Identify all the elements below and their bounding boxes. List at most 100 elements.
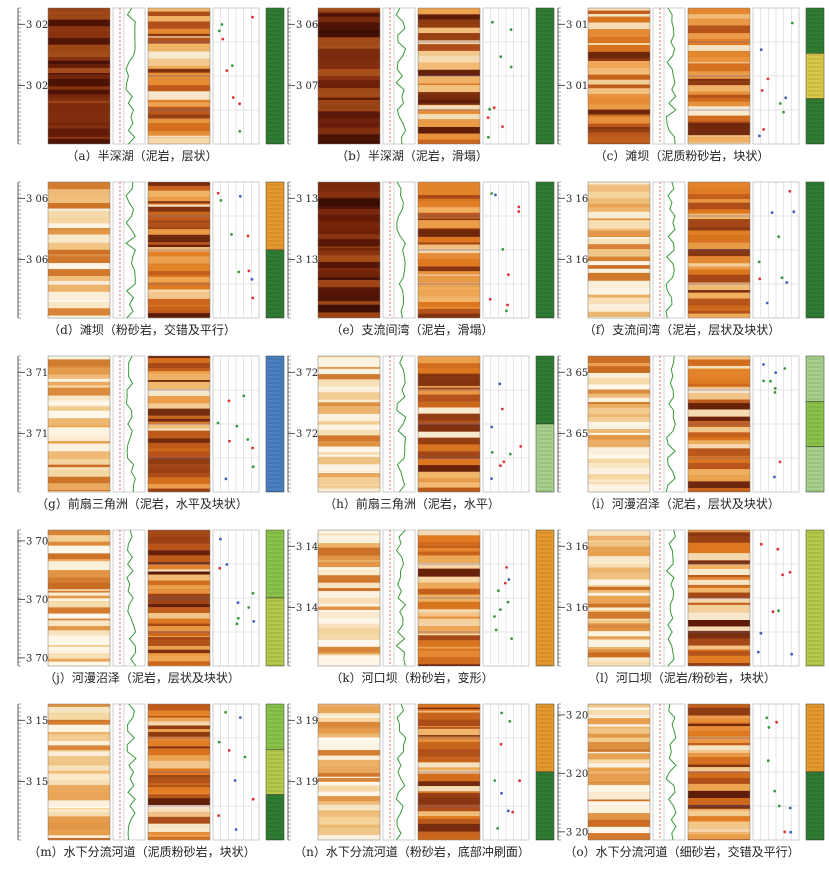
image-band (318, 11, 380, 13)
image-band (148, 44, 210, 46)
image-band (318, 773, 380, 777)
image-band (688, 106, 750, 111)
image-band (418, 546, 480, 548)
image-band (318, 786, 380, 792)
image-band (588, 657, 650, 662)
image-band (148, 235, 210, 243)
image-band (48, 805, 110, 808)
image-band (48, 52, 110, 57)
image-band (48, 563, 110, 571)
dip-tadpole (231, 64, 234, 67)
dip-tadpole (774, 391, 777, 394)
image-band (48, 647, 110, 652)
image-band (588, 94, 650, 97)
image-band (588, 304, 650, 311)
dip-tadpole (507, 601, 510, 604)
image-band (148, 653, 210, 655)
image-band (588, 269, 650, 273)
image-band (418, 356, 480, 363)
image-band (318, 215, 380, 222)
image-band (148, 458, 210, 464)
image-band (48, 231, 110, 235)
image-band (418, 727, 480, 729)
image-band (688, 532, 750, 536)
dip-tadpole (785, 281, 788, 284)
image-band (688, 95, 750, 98)
image-band (418, 602, 480, 609)
dip-tadpole (758, 278, 761, 281)
image-band (418, 432, 480, 438)
caption: （l）河口坝（泥岩/粉砂岩，块状） (588, 670, 776, 685)
dip-tadpole (508, 720, 511, 723)
image-band (688, 448, 750, 456)
image-band (48, 292, 110, 300)
image-band (418, 402, 480, 408)
image-band (148, 581, 210, 585)
dip-tadpole (228, 749, 231, 752)
image-band (688, 593, 750, 599)
image-band (48, 816, 110, 822)
image-band (418, 720, 480, 726)
image-band (588, 752, 650, 754)
image-band (688, 708, 750, 716)
image-band (148, 191, 210, 198)
image-band (318, 486, 380, 489)
image-band (48, 722, 110, 725)
image-band (148, 619, 210, 624)
image-band (48, 553, 110, 559)
image-band (588, 104, 650, 109)
image-band (588, 776, 650, 782)
image-band (688, 488, 750, 491)
image-band (318, 425, 380, 430)
image-band (418, 290, 480, 296)
image-band (418, 589, 480, 595)
image-band (48, 15, 110, 20)
image-band (148, 203, 210, 204)
dip-tadpole (225, 478, 228, 481)
image-band (318, 760, 380, 767)
image-band (148, 389, 210, 396)
image-band (588, 820, 650, 827)
image-band (148, 95, 210, 100)
image-band (588, 295, 650, 298)
image-band (418, 479, 480, 482)
dip-tadpole (244, 756, 247, 759)
dip-tadpole (252, 798, 255, 801)
image-band (318, 142, 380, 145)
image-band (318, 17, 380, 23)
image-band (48, 68, 110, 73)
image-band (318, 562, 380, 567)
image-band (318, 477, 380, 484)
image-band (48, 704, 110, 707)
image-band (48, 835, 110, 838)
dip-tadpole (252, 592, 255, 595)
image-band (418, 563, 480, 569)
image-band (688, 726, 750, 731)
image-band (48, 781, 110, 785)
image-band (588, 385, 650, 390)
image-band (48, 388, 110, 396)
image-band (318, 402, 380, 406)
image-band (318, 583, 380, 588)
image-band (318, 610, 380, 612)
dip-tadpole (776, 548, 779, 551)
dip-tadpole (517, 206, 520, 209)
dip-tadpole (494, 194, 497, 197)
image-band (588, 454, 650, 459)
dip-tadpole (769, 380, 772, 383)
image-band (48, 653, 110, 658)
image-band (148, 227, 210, 229)
image-band (318, 239, 380, 246)
image-band (588, 729, 650, 734)
image-band (588, 649, 650, 652)
image-band (148, 409, 210, 416)
image-band (688, 553, 750, 560)
image-band (48, 578, 110, 583)
image-band (148, 787, 210, 793)
dip-tadpole (232, 96, 235, 99)
image-band (418, 99, 480, 103)
image-band (48, 793, 110, 801)
image-band (318, 607, 380, 610)
